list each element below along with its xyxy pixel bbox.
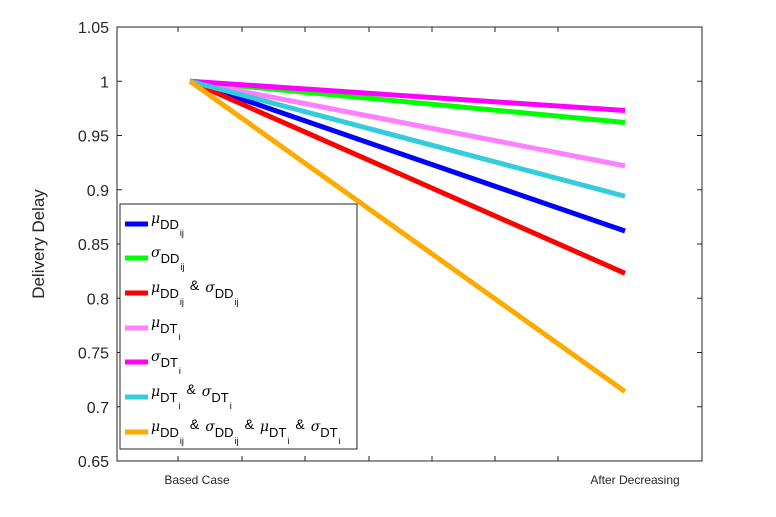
series-line (188, 78, 627, 276)
legend-entry: μDTi​ (151, 315, 180, 342)
legend-box (119, 203, 358, 450)
legend-entry: σDDij​ (151, 245, 184, 272)
y-tick-label: 0.8 (87, 291, 109, 308)
legend-entry: μDDij​&σDDij​ (151, 277, 239, 307)
legend: μDDij​ σDDij​ μDDij​&σDDij​ μDTi​ σDTi​ μDTi​… (119, 203, 358, 450)
y-tick-label: 1 (100, 74, 109, 91)
legend-entry: μDDij​ (151, 211, 184, 238)
legend-entry: σDTi​ (151, 349, 181, 376)
x-category-label: Based Case (164, 473, 230, 487)
legend-entry: μDTi​&σDTi​ (151, 381, 232, 411)
x-category-label: After Decreasing (590, 473, 679, 487)
series-line (188, 79, 627, 394)
y-tick-label: 0.65 (78, 454, 109, 471)
y-tick-label: 0.75 (78, 346, 109, 363)
y-tick-label: 0.85 (78, 237, 109, 254)
series-line (189, 78, 626, 234)
y-tick-label: 0.7 (87, 400, 109, 417)
legend-entry: μDDij​&σDDij​&μDTi​&σDTi​ (151, 416, 341, 446)
series-line (189, 78, 626, 114)
y-tick-label: 0.9 (87, 183, 109, 200)
series-line (189, 78, 626, 199)
y-tick-label: 1.05 (78, 20, 109, 37)
y-axis-label: Delivery Delay (29, 189, 48, 299)
series-line (189, 78, 626, 169)
y-tick-label: 0.95 (78, 129, 109, 146)
